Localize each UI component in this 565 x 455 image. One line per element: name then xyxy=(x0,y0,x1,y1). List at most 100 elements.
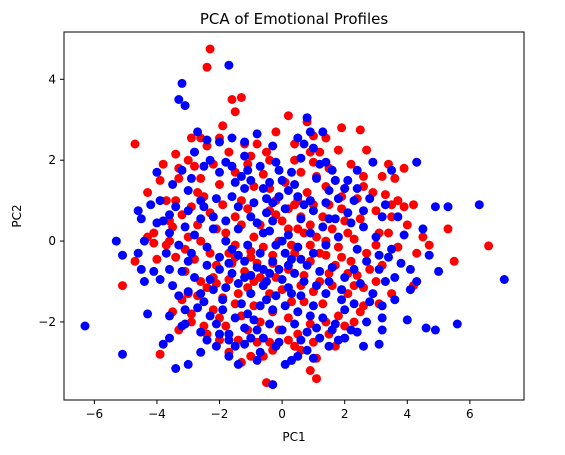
data-point xyxy=(118,281,127,291)
data-point xyxy=(211,319,221,329)
data-point xyxy=(171,149,181,159)
data-point xyxy=(249,232,259,242)
data-point xyxy=(133,206,143,216)
x-tick-label: 0 xyxy=(278,407,286,421)
data-point xyxy=(233,250,243,260)
data-point xyxy=(305,311,315,321)
data-point xyxy=(252,139,262,149)
data-point xyxy=(205,275,215,284)
data-point xyxy=(190,273,199,282)
data-point xyxy=(240,256,250,266)
data-point xyxy=(215,137,224,147)
data-point xyxy=(230,313,240,323)
data-point xyxy=(312,323,321,333)
data-point xyxy=(240,184,250,193)
data-point xyxy=(283,313,293,323)
y-tick-label: 0 xyxy=(48,234,56,248)
data-point xyxy=(327,262,337,272)
data-point xyxy=(177,321,187,331)
data-point xyxy=(258,264,268,274)
data-point xyxy=(240,151,250,161)
data-point xyxy=(224,258,234,268)
data-point xyxy=(349,196,359,206)
data-point xyxy=(308,206,318,216)
data-point xyxy=(312,374,321,384)
data-point xyxy=(374,339,384,349)
data-point xyxy=(252,218,262,228)
data-point xyxy=(327,224,337,234)
data-point xyxy=(327,325,337,335)
data-point xyxy=(262,208,271,218)
data-point xyxy=(230,107,240,117)
data-point xyxy=(255,301,265,311)
data-point xyxy=(321,289,331,299)
data-point xyxy=(287,289,296,299)
data-point xyxy=(430,325,440,335)
data-point xyxy=(365,264,375,274)
data-point xyxy=(359,206,368,216)
data-point xyxy=(171,364,181,373)
data-point xyxy=(205,44,215,54)
data-point xyxy=(139,277,149,286)
data-point xyxy=(333,242,343,252)
data-point xyxy=(196,196,206,206)
x-axis-ticks: −6 −4 −2 0 2 4 6 xyxy=(86,400,474,421)
data-point xyxy=(165,333,174,343)
data-point xyxy=(136,264,146,274)
data-point xyxy=(258,184,268,193)
data-point xyxy=(168,281,178,291)
data-point xyxy=(165,210,174,220)
data-point xyxy=(371,232,381,242)
data-point xyxy=(418,232,428,242)
data-point xyxy=(396,258,406,268)
data-point xyxy=(337,295,347,305)
data-point xyxy=(155,275,165,284)
data-point xyxy=(374,250,384,260)
data-point xyxy=(365,297,375,307)
data-point xyxy=(221,216,231,226)
data-point xyxy=(183,206,193,216)
data-point xyxy=(158,339,168,349)
data-point xyxy=(221,283,231,293)
data-point xyxy=(312,173,321,183)
data-point xyxy=(271,127,281,137)
data-point xyxy=(283,230,293,240)
data-point xyxy=(359,341,368,351)
data-point xyxy=(218,121,228,131)
data-point xyxy=(149,238,159,248)
data-point xyxy=(343,175,353,185)
data-point xyxy=(265,226,275,236)
data-point xyxy=(149,266,159,276)
data-point xyxy=(249,198,259,208)
data-point xyxy=(243,165,253,175)
data-point xyxy=(177,266,187,276)
data-point xyxy=(240,323,250,333)
data-point xyxy=(293,192,303,202)
data-point xyxy=(252,355,262,365)
data-point xyxy=(190,147,199,157)
y-tick-label: 2 xyxy=(48,153,56,167)
data-point xyxy=(233,359,243,369)
data-point xyxy=(296,335,306,345)
data-point xyxy=(274,337,284,347)
data-point xyxy=(243,240,253,250)
data-point xyxy=(215,167,224,177)
data-point xyxy=(246,175,256,185)
data-point xyxy=(302,260,312,270)
data-point xyxy=(246,151,256,161)
data-point xyxy=(321,240,331,250)
data-point xyxy=(371,206,381,216)
data-point xyxy=(287,254,296,264)
data-point xyxy=(224,351,234,361)
data-point xyxy=(452,319,462,329)
data-point xyxy=(330,214,340,224)
data-point xyxy=(118,250,127,260)
data-point xyxy=(155,349,165,359)
data-point xyxy=(384,228,393,238)
data-point xyxy=(236,171,246,181)
data-point xyxy=(337,285,347,295)
data-point xyxy=(277,325,287,335)
data-point xyxy=(352,327,362,337)
data-point xyxy=(434,266,444,276)
data-point xyxy=(180,101,190,111)
